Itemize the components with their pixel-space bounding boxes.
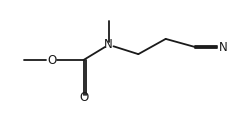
Text: O: O [47, 54, 56, 66]
Text: N: N [104, 38, 113, 51]
Text: O: O [79, 91, 88, 104]
Text: N: N [218, 41, 227, 54]
